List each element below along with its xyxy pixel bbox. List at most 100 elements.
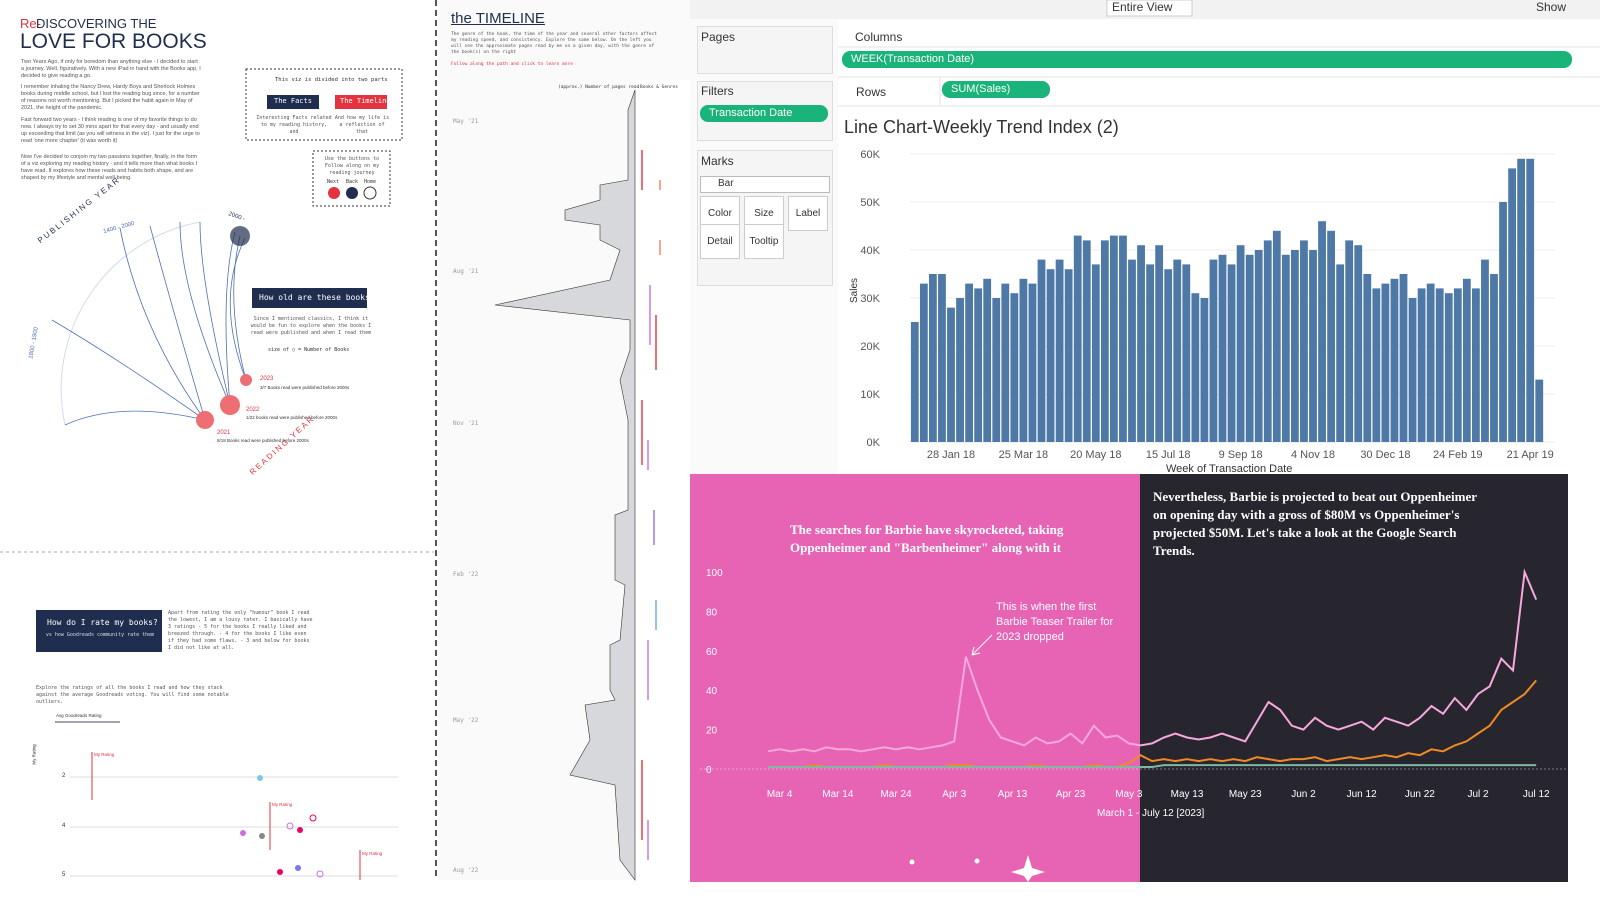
- axis-label: My Rating: [31, 744, 37, 765]
- columns-pill[interactable]: WEEK(Transaction Date): [842, 51, 1572, 68]
- label: The Timeline: [340, 97, 391, 105]
- dot: [196, 411, 214, 429]
- sparkle: [974, 858, 980, 864]
- label: My Rating: [272, 802, 293, 807]
- sparkle: [1011, 855, 1045, 882]
- x-tick-label: 21 Apr 19: [1507, 449, 1554, 461]
- bar: [1481, 259, 1489, 442]
- show-me[interactable]: Show: [1536, 0, 1567, 14]
- paragraph: Two Years Ago, if only for boredom than …: [21, 59, 201, 79]
- y-tick-label: 0K: [867, 437, 881, 449]
- bar: [1453, 288, 1462, 442]
- nav-box: [312, 150, 391, 207]
- next-button[interactable]: [328, 187, 340, 199]
- mark-type[interactable]: [700, 176, 830, 193]
- line: [767, 568, 1538, 753]
- y-tick-label: 20K: [860, 341, 880, 353]
- title: LOVE FOR BOOKS: [20, 30, 207, 53]
- y-tick-label: 60K: [860, 149, 880, 161]
- heading: How old are these books?: [259, 293, 375, 302]
- bar: [1164, 269, 1173, 442]
- bar: [1309, 250, 1317, 442]
- tick-label: 5: [62, 872, 66, 878]
- shelf-title: Columns: [855, 30, 903, 44]
- bar: [1508, 168, 1516, 442]
- mark-button[interactable]: Label: [788, 196, 828, 231]
- rating-dots: [240, 775, 324, 878]
- bar: [1182, 264, 1191, 442]
- x-tick-label: Mar 24: [880, 789, 912, 800]
- back-button[interactable]: [346, 187, 358, 199]
- label: Back: [346, 179, 359, 185]
- bar: [1281, 254, 1290, 442]
- rows-pill[interactable]: SUM(Sales): [942, 81, 1050, 98]
- info-box: [245, 68, 403, 141]
- bar: [1499, 202, 1507, 442]
- card-title: Pages: [701, 30, 736, 44]
- oppenheimer-panel: [1140, 474, 1568, 882]
- rating-grid: [70, 776, 398, 877]
- view-selector[interactable]: Entire View: [1112, 0, 1173, 14]
- mark-type-label[interactable]: Bar: [718, 178, 734, 189]
- x-tick-label: 9 Sep 18: [1219, 449, 1263, 461]
- tick-label: 4: [62, 823, 66, 829]
- paragraph: Now I've decided to conjoin my two passi…: [21, 154, 198, 181]
- bar: [974, 288, 983, 442]
- bar: [1100, 240, 1109, 442]
- bar: [1336, 264, 1345, 442]
- bar: [1028, 283, 1037, 442]
- x-tick-label: 20 May 18: [1070, 449, 1121, 461]
- bar: [1218, 254, 1227, 442]
- y-tick-label: 80: [706, 607, 718, 618]
- label: Home: [364, 179, 377, 185]
- bar: [1146, 264, 1154, 442]
- arcs: [51, 221, 247, 426]
- label: The Facts: [274, 97, 312, 105]
- filter-pill[interactable]: Transaction Date: [700, 105, 828, 122]
- x-tick-label: 25 Mar 18: [999, 449, 1049, 461]
- x-tick-label: 30 Dec 18: [1360, 449, 1410, 461]
- mark-button[interactable]: Tooltip: [744, 224, 784, 259]
- label: 3/7 Books read were published before 200…: [260, 385, 350, 390]
- bar: [1372, 288, 1381, 442]
- tag: [252, 288, 367, 308]
- label: (approx.) Number of pages read: [558, 85, 640, 90]
- x-tick-label: Jul 2: [1467, 789, 1489, 800]
- y-tick-label: 40: [706, 686, 718, 697]
- bar: [1010, 293, 1019, 442]
- x-tick-label: Apr 3: [942, 789, 966, 800]
- bar: [1110, 235, 1118, 442]
- heading: How do I rate my books?: [47, 618, 158, 627]
- tag: [36, 610, 162, 652]
- y-tick-label: 60: [706, 647, 718, 658]
- oppenheimer-text: Nevertheless, Barbie is projected to bea…: [1153, 489, 1477, 558]
- bar: [919, 283, 928, 442]
- home-button[interactable]: [363, 186, 377, 200]
- x-tick-label: 15 Jul 18: [1146, 449, 1191, 461]
- bar: [1300, 240, 1308, 442]
- timeline-tag: [335, 95, 387, 109]
- bar: [1318, 221, 1326, 442]
- paragraph: Fast forward two years - I think reading…: [21, 117, 200, 144]
- label: 1/22 books read were published before 20…: [246, 415, 338, 420]
- charts: 0K 10K 20K 30K 40K 50K 60K 28 Jan 18 25 Mar 18 20…: [700, 149, 1568, 800]
- bar: [1263, 240, 1272, 442]
- x-tick-label: May 3: [1115, 789, 1143, 800]
- month-label: May '22: [453, 717, 479, 724]
- y-tick-label: 40K: [860, 245, 880, 257]
- bar: [1526, 158, 1535, 443]
- label: size of ◯ = Number of Books: [268, 347, 350, 353]
- bar: [1245, 254, 1254, 442]
- bar: [1390, 278, 1399, 442]
- mark-button[interactable]: Detail: [700, 224, 740, 259]
- x-tick-label: May 13: [1171, 789, 1204, 800]
- bar: [1037, 259, 1046, 442]
- bar: [910, 322, 919, 442]
- bar: [1535, 379, 1544, 442]
- bar: [1155, 245, 1164, 442]
- view-dropdown[interactable]: [1106, 0, 1193, 17]
- y-tick-label: 20: [706, 726, 718, 737]
- y-tick-label: 10K: [860, 389, 880, 401]
- label: 2021: [217, 430, 231, 436]
- chart-title: Line Chart-Weekly Trend Index (2): [844, 117, 1119, 137]
